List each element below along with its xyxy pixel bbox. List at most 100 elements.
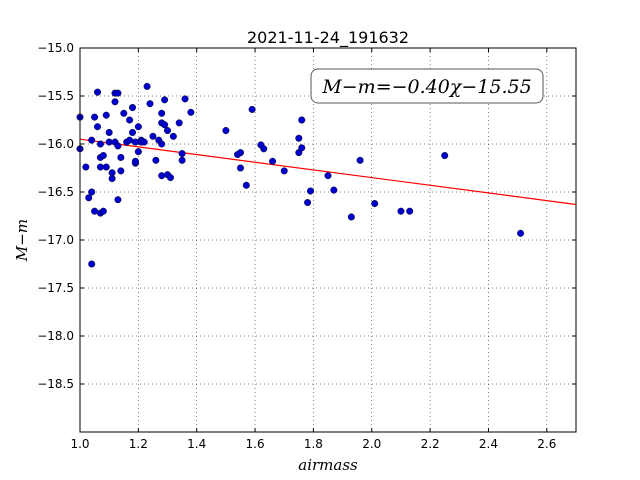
- fit-equation-box: M−m=−0.40χ−15.55: [310, 68, 544, 104]
- x-axis-label: airmass: [298, 456, 358, 474]
- data-point: [134, 123, 142, 131]
- data-point: [161, 96, 169, 104]
- data-point: [161, 121, 169, 129]
- data-point: [169, 132, 177, 140]
- data-point: [102, 111, 110, 119]
- data-point: [105, 128, 113, 136]
- data-point: [306, 187, 314, 195]
- data-point: [120, 109, 128, 117]
- data-point: [260, 145, 268, 153]
- x-tick-label: 2.6: [537, 437, 556, 451]
- data-point: [236, 149, 244, 157]
- y-tick-label: −18.5: [37, 377, 74, 391]
- data-point: [242, 181, 250, 189]
- data-point: [181, 95, 189, 103]
- chart-title: 2021-11-24_191632: [247, 28, 409, 48]
- data-point: [158, 109, 166, 117]
- data-point: [82, 163, 90, 171]
- data-point: [88, 260, 96, 268]
- data-point: [129, 128, 137, 136]
- data-point: [330, 186, 338, 194]
- data-point: [126, 116, 134, 124]
- data-point: [114, 142, 122, 150]
- equation-box-frame: [310, 68, 544, 104]
- x-tick-label: 2.4: [479, 437, 498, 451]
- data-point: [397, 207, 405, 215]
- data-points: [76, 82, 525, 268]
- y-tick-label: −16.5: [37, 185, 74, 199]
- data-point: [152, 156, 160, 164]
- data-point: [187, 108, 195, 116]
- axis-ticks: [79, 47, 576, 432]
- data-point: [371, 200, 379, 208]
- data-point: [140, 138, 148, 146]
- data-point: [134, 148, 142, 156]
- data-point: [347, 213, 355, 221]
- y-tick-label: −16.0: [37, 137, 74, 151]
- data-point: [96, 163, 104, 171]
- data-point: [158, 140, 166, 148]
- data-point: [441, 152, 449, 160]
- data-point: [99, 207, 107, 215]
- data-point: [88, 188, 96, 196]
- y-tick-label: −15.0: [37, 41, 74, 55]
- y-axis-label: M−m: [13, 219, 31, 262]
- fit-line-group: [79, 138, 577, 206]
- data-point: [324, 172, 332, 180]
- data-point: [269, 157, 277, 165]
- data-point: [96, 140, 104, 148]
- data-point: [175, 119, 183, 127]
- data-point: [222, 127, 230, 135]
- data-point: [143, 82, 151, 90]
- data-point: [356, 156, 364, 164]
- x-tick-label: 1.0: [70, 437, 89, 451]
- data-point: [178, 150, 186, 158]
- data-point: [295, 134, 303, 142]
- data-point: [406, 207, 414, 215]
- grid-lines: [79, 47, 576, 432]
- data-point: [85, 194, 93, 202]
- data-point: [88, 136, 96, 144]
- data-point: [111, 98, 119, 106]
- x-tick-label: 1.4: [187, 437, 206, 451]
- data-point: [280, 167, 288, 175]
- y-tick-labels: −15.0 −15.5 −16.0 −16.5 −17.0 −17.5 −18.0 −18.5: [37, 41, 74, 391]
- data-point: [129, 104, 137, 112]
- y-tick-label: −18.0: [37, 329, 74, 343]
- data-point: [304, 199, 312, 207]
- x-tick-label: 1.8: [304, 437, 323, 451]
- x-tick-label: 2.0: [362, 437, 381, 451]
- data-point: [102, 163, 110, 171]
- data-point: [105, 138, 113, 146]
- data-point: [166, 174, 174, 182]
- x-tick-label: 1.6: [246, 437, 265, 451]
- data-point: [94, 123, 102, 131]
- data-point: [248, 105, 256, 113]
- data-point: [146, 100, 154, 108]
- data-point: [126, 136, 134, 144]
- data-point: [158, 172, 166, 180]
- data-point: [114, 89, 122, 97]
- data-point: [91, 113, 99, 121]
- data-point: [298, 116, 306, 124]
- data-point: [131, 157, 139, 165]
- data-point: [91, 207, 99, 215]
- data-point: [164, 127, 172, 135]
- data-point: [517, 229, 525, 237]
- y-tick-label: −15.5: [37, 89, 74, 103]
- data-point: [298, 144, 306, 152]
- data-point: [236, 164, 244, 172]
- fit-line: [79, 138, 577, 206]
- y-tick-label: −17.0: [37, 233, 74, 247]
- data-point: [131, 138, 139, 146]
- x-tick-labels: 1.0 1.2 1.4 1.6 1.8 2.0 2.2 2.4 2.6: [70, 437, 556, 451]
- data-point: [149, 132, 157, 140]
- y-tick-label: −17.5: [37, 281, 74, 295]
- x-tick-label: 2.2: [421, 437, 440, 451]
- data-point: [99, 152, 107, 160]
- data-point: [117, 167, 125, 175]
- data-point: [178, 156, 186, 164]
- data-point: [117, 153, 125, 161]
- data-point: [94, 88, 102, 96]
